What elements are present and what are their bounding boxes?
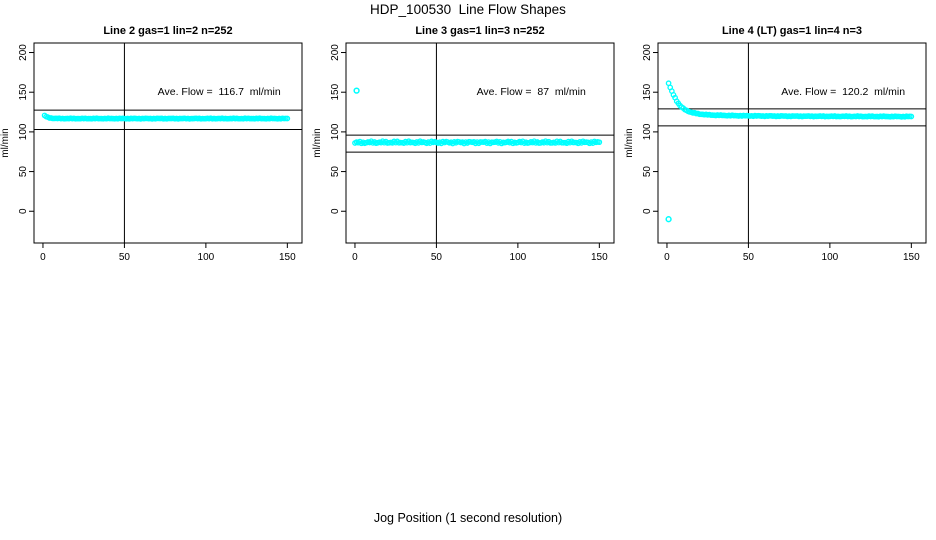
panel-title: Line 4 (LT) gas=1 lin=4 n=3 bbox=[722, 25, 862, 37]
y-tick-label: 200 bbox=[18, 44, 29, 61]
y-tick-label: 0 bbox=[330, 208, 341, 214]
x-tick-label: 0 bbox=[664, 252, 670, 263]
data-point bbox=[908, 113, 915, 120]
y-tick-label: 50 bbox=[330, 166, 341, 178]
panels-row: Line 2 gas=1 lin=2 n=252 0 50 100 150 0 50 100 1… bbox=[0, 20, 936, 270]
y-tick-label: 150 bbox=[642, 83, 653, 100]
plot-panel-2: Line 3 gas=1 lin=3 n=252 0 50 100 150 0 50 100 1… bbox=[312, 20, 624, 270]
panel-title: Line 2 gas=1 lin=2 n=252 bbox=[103, 25, 232, 37]
data-points bbox=[41, 112, 291, 122]
y-axis-label: ml/min bbox=[312, 128, 323, 157]
panel-svg-3: Line 4 (LT) gas=1 lin=4 n=3 0 50 100 150 0 50 1… bbox=[624, 25, 927, 263]
data-points bbox=[665, 80, 915, 120]
x-tick-label: 50 bbox=[119, 252, 131, 263]
x-tick-label: 50 bbox=[743, 252, 755, 263]
outlier-points bbox=[353, 87, 360, 94]
outlier-point bbox=[665, 216, 672, 223]
y-axis-label: ml/min bbox=[0, 128, 11, 157]
ave-flow-annotation: Ave. Flow = 116.7 ml/min bbox=[158, 86, 281, 98]
y-tick-label: 50 bbox=[642, 166, 653, 178]
x-tick-label: 50 bbox=[431, 252, 443, 263]
ave-flow-annotation: Ave. Flow = 120.2 ml/min bbox=[781, 86, 905, 98]
data-point bbox=[284, 115, 291, 122]
chart-title: HDP_100530 Line Flow Shapes bbox=[370, 2, 566, 17]
y-axis-label: ml/min bbox=[624, 128, 635, 157]
panel-title: Line 3 gas=1 lin=3 n=252 bbox=[415, 25, 544, 37]
x-tick-label: 100 bbox=[198, 252, 215, 263]
outlier-points bbox=[665, 216, 672, 223]
plot-box bbox=[345, 42, 615, 244]
y-tick-label: 100 bbox=[330, 123, 341, 140]
x-tick-label: 0 bbox=[40, 252, 46, 263]
y-tick-label: 100 bbox=[18, 123, 29, 140]
y-tick-label: 100 bbox=[642, 123, 653, 140]
x-axis-label: Jog Position (1 second resolution) bbox=[373, 511, 563, 525]
y-tick-label: 200 bbox=[642, 44, 653, 61]
y-tick-label: 0 bbox=[18, 208, 29, 214]
y-tick-label: 50 bbox=[18, 166, 29, 178]
x-tick-label: 150 bbox=[279, 252, 296, 263]
x-tick-label: 150 bbox=[591, 252, 608, 263]
ave-flow-annotation: Ave. Flow = 87 ml/min bbox=[477, 86, 586, 98]
panel-svg-2: Line 3 gas=1 lin=3 n=252 0 50 100 150 0 50 100 1… bbox=[312, 25, 615, 263]
plot-panel-1: Line 2 gas=1 lin=2 n=252 0 50 100 150 0 50 100 1… bbox=[0, 20, 312, 270]
y-tick-label: 0 bbox=[642, 208, 653, 214]
y-tick-label: 200 bbox=[330, 44, 341, 61]
plot-panel-3: Line 4 (LT) gas=1 lin=4 n=3 0 50 100 150 0 50 1… bbox=[624, 20, 936, 270]
y-tick-label: 150 bbox=[18, 83, 29, 100]
x-tick-label: 150 bbox=[903, 252, 920, 263]
x-tick-label: 100 bbox=[822, 252, 839, 263]
y-tick-label: 150 bbox=[330, 83, 341, 100]
outlier-point bbox=[353, 87, 360, 94]
x-tick-label: 100 bbox=[510, 252, 527, 263]
plot-box bbox=[657, 42, 927, 244]
panel-svg-1: Line 2 gas=1 lin=2 n=252 0 50 100 150 0 50 100 1… bbox=[0, 25, 303, 263]
data-point bbox=[596, 139, 603, 146]
data-points bbox=[352, 138, 603, 147]
plot-box bbox=[33, 42, 303, 244]
x-tick-label: 0 bbox=[352, 252, 358, 263]
